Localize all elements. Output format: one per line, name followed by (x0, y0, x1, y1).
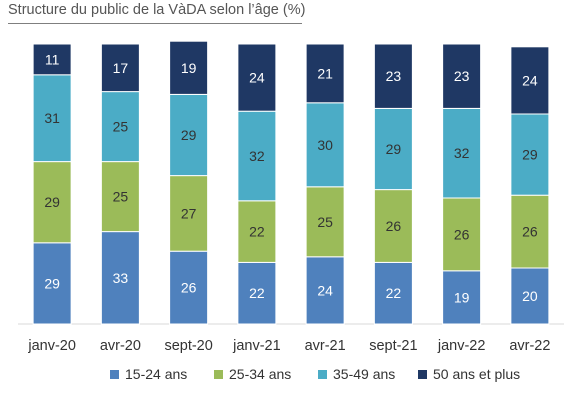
legend-swatch (318, 369, 327, 379)
data-label: 19 (454, 289, 470, 305)
bar-segment (169, 93, 209, 177)
bar-segment (442, 43, 482, 109)
bar-segment (169, 250, 209, 325)
data-label: 26 (522, 224, 538, 240)
x-tick-label: avr-20 (100, 338, 141, 354)
bar-segment (373, 43, 413, 109)
legend-item: 15-24 ans (110, 366, 187, 382)
data-label: 27 (181, 205, 197, 221)
bar-segment (305, 43, 345, 104)
legend-swatch (110, 369, 119, 379)
legend-swatch (418, 369, 427, 379)
bars-group: 29 29 31 11 33 25 25 17 26 27 29 19 22 22 32 24 24 25 30 21… (32, 40, 550, 325)
legend-label: 35-49 ans (333, 366, 396, 382)
x-tick-label: avr-22 (509, 338, 550, 354)
data-label: 33 (113, 270, 129, 286)
bar-segment (32, 43, 72, 76)
data-label: 26 (181, 280, 197, 296)
chart-title: Structure du public de la VàDA selon l’â… (8, 2, 306, 18)
bar-segment (305, 102, 345, 188)
data-label: 17 (113, 60, 129, 76)
bar-segment (373, 189, 413, 263)
bar-segment (510, 46, 550, 115)
data-label: 19 (181, 60, 197, 76)
data-label: 26 (386, 218, 402, 234)
data-label: 24 (249, 70, 265, 86)
data-label: 30 (317, 137, 333, 153)
x-tick-label: janv-20 (27, 338, 76, 354)
x-tick-label: avr-21 (305, 338, 346, 354)
x-tick-label: janv-21 (232, 338, 281, 354)
data-label: 22 (386, 285, 402, 301)
bar-segment (32, 74, 72, 163)
legend-label: 25-34 ans (229, 366, 292, 382)
x-tick-label: sept-21 (369, 338, 417, 354)
data-label: 22 (249, 224, 265, 240)
data-label: 32 (454, 145, 470, 161)
bar-segment (100, 43, 140, 93)
data-label: 24 (317, 282, 333, 298)
bar-segment (169, 40, 209, 95)
data-label: 11 (45, 51, 60, 67)
legend-item: 50 ans et plus (418, 366, 520, 382)
data-label: 29 (386, 141, 402, 157)
legend-item: 25-34 ans (214, 366, 291, 382)
data-label: 25 (113, 189, 129, 205)
data-label: 25 (113, 119, 129, 135)
title-underline (8, 23, 302, 24)
data-label: 29 (44, 194, 60, 210)
bar-segment (442, 197, 482, 272)
x-tick-labels: janv-20 avr-20 sept-20 janv-21 avr-21 sept-21… (27, 338, 550, 354)
bar-segment (237, 261, 277, 325)
data-label: 31 (44, 110, 60, 126)
data-label: 29 (181, 127, 197, 143)
legend-label: 15-24 ans (125, 366, 188, 382)
data-label: 32 (249, 148, 265, 164)
legend-item: 35-49 ans (318, 366, 395, 382)
x-tick-label: janv-22 (437, 338, 486, 354)
data-label: 20 (522, 288, 538, 304)
x-tick-label: sept-20 (164, 338, 212, 354)
bar-segment (100, 161, 140, 233)
bar-segment (510, 113, 550, 196)
bar-segment (237, 110, 277, 202)
bar-segment (100, 231, 140, 325)
stacked-bar-chart: 29 29 31 11 33 25 25 17 26 27 29 19 22 22 32 24 24 25 30 21… (18, 40, 564, 354)
data-label: 29 (522, 147, 538, 163)
data-label: 26 (454, 226, 470, 242)
data-label: 25 (317, 214, 333, 230)
data-label: 21 (317, 65, 333, 81)
data-label: 23 (454, 68, 470, 84)
bar-segment (100, 91, 140, 163)
bar-segment (305, 256, 345, 325)
legend: 15-24 ans 25-34 ans 35-49 ans 50 ans et plu… (0, 366, 572, 386)
bar-segment (510, 267, 550, 325)
legend-swatch (214, 369, 223, 379)
data-label: 22 (249, 285, 265, 301)
data-label: 24 (522, 72, 538, 88)
bar-segment (305, 186, 345, 258)
data-label: 29 (44, 275, 60, 291)
bar-segment (32, 242, 72, 325)
legend-label: 50 ans et plus (433, 366, 521, 382)
data-label: 23 (386, 68, 402, 84)
bar-segment (237, 43, 277, 112)
